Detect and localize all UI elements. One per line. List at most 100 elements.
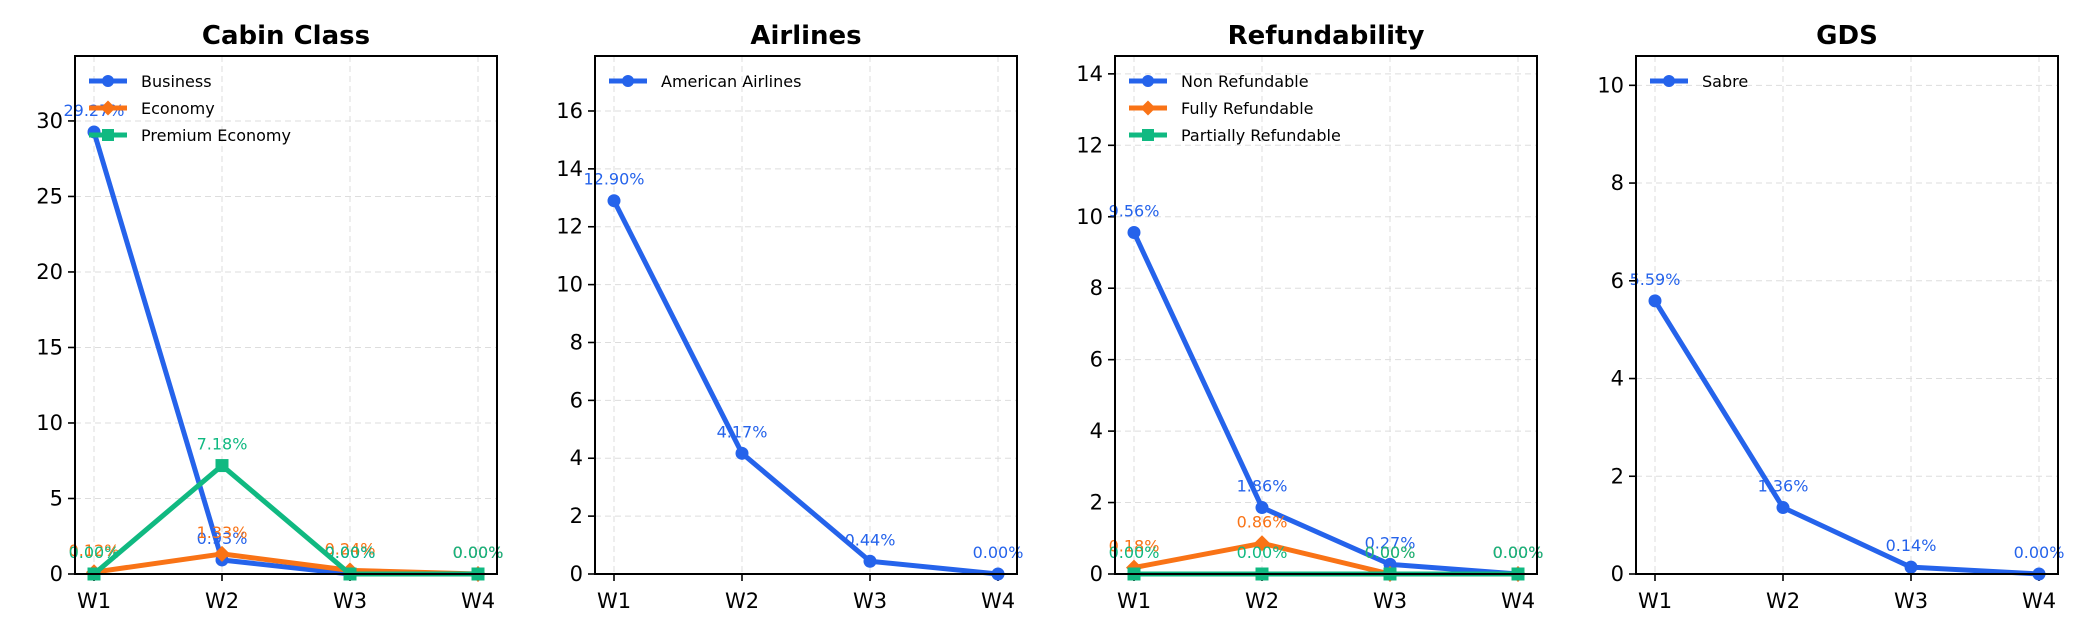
legend: Business Economy Premium Economy: [89, 72, 291, 145]
series-line: [1131, 229, 1521, 577]
y-tick-label: 25: [36, 184, 63, 208]
y-tick-label: 6: [1611, 269, 1624, 293]
series-line: [91, 463, 481, 577]
chart-panel-4: 0 2 4 6 8 10 W1 W2 W3 W4 GDS 5.59% 1.36% 0.14% 0.00% Sa…: [1597, 21, 2064, 613]
data-label: 7.18%: [197, 435, 248, 454]
legend-marker: [1663, 75, 1675, 87]
data-label: 9.56%: [1109, 201, 1160, 220]
series-1: 5.59% 1.36% 0.14% 0.00%: [1630, 270, 2065, 581]
y-tick-label: 30: [36, 109, 63, 133]
data-label: 0.86%: [1237, 512, 1288, 531]
data-label: 0.00%: [1237, 543, 1288, 562]
data-label: 0.00%: [453, 543, 504, 562]
y-tick-label: 12: [556, 215, 583, 239]
data-label: 0.00%: [453, 543, 504, 562]
data-label: 12.90%: [583, 170, 644, 189]
series-1: 9.56%1.86%0.27%0.00%: [1109, 201, 1544, 581]
legend-marker: [100, 100, 116, 116]
series-line: [611, 198, 1001, 577]
y-tick-label: 10: [1597, 73, 1624, 97]
data-label: 0.00%: [2014, 543, 2065, 562]
data-point: [1904, 560, 1918, 574]
chart-title: GDS: [1816, 21, 1878, 51]
data-label: 1.33%: [197, 523, 248, 542]
y-tick-label: 4: [1611, 367, 1624, 391]
legend: Sabre: [1650, 72, 1748, 91]
legend-label: Fully Refundable: [1181, 99, 1313, 118]
plot-frame: [1114, 55, 1538, 575]
legend-marker: [1140, 100, 1156, 116]
x-tick-label: W4: [461, 589, 495, 613]
x-tick-label: W4: [981, 589, 1015, 613]
legend-marker: [622, 75, 634, 87]
x-tick-label: W2: [205, 589, 239, 613]
x-tick-label: W3: [1894, 589, 1928, 613]
data-point: [214, 545, 230, 562]
data-point: [735, 446, 749, 460]
data-label: 0.00%: [1365, 543, 1416, 562]
data-label: 5.59%: [1630, 270, 1681, 289]
x-tick-label: W3: [853, 589, 887, 613]
y-tick-label: 0: [50, 562, 63, 586]
data-label: 0.00%: [1493, 543, 1544, 562]
x-tick-label: W2: [1245, 589, 1279, 613]
legend-label: Partially Refundable: [1181, 126, 1341, 145]
data-point: [1776, 501, 1790, 515]
data-label: 0.00%: [1365, 543, 1416, 562]
x-tick-label: W1: [1117, 589, 1151, 613]
data-label: 0.27%: [1365, 533, 1416, 552]
series-1: 29.27%0.93%0.00%0.00%: [63, 101, 503, 581]
y-tick-label: 2: [1090, 491, 1103, 515]
y-tick-label: 10: [1076, 205, 1103, 229]
y-tick-label: 14: [1076, 62, 1103, 86]
plot-frame: [74, 55, 498, 575]
data-label: 0.24%: [325, 539, 376, 558]
data-label: 0.00%: [325, 543, 376, 562]
y-tick-label: 2: [1611, 464, 1624, 488]
legend-label: Premium Economy: [141, 126, 291, 145]
y-tick-label: 8: [1611, 171, 1624, 195]
y-tick-label: 8: [570, 330, 583, 354]
data-label: 1.86%: [1237, 477, 1288, 496]
data-label: 0.00%: [1493, 543, 1544, 562]
legend: Non Refundable Fully Refundable Partially …: [1129, 72, 1341, 145]
x-tick-label: W1: [1638, 589, 1672, 613]
legend-marker: [102, 75, 114, 87]
x-tick-label: W3: [333, 589, 367, 613]
chart-title: Airlines: [750, 21, 861, 51]
y-tick-label: 0: [1611, 562, 1624, 586]
plot-frame: [594, 55, 1018, 575]
y-tick-label: 4: [570, 446, 583, 470]
data-label: 0.18%: [1109, 537, 1160, 556]
x-tick-label: W1: [597, 589, 631, 613]
data-label: 0.00%: [973, 543, 1024, 562]
data-point: [215, 459, 229, 473]
data-point: [863, 554, 877, 568]
y-tick-label: 15: [36, 335, 63, 359]
legend-label: Sabre: [1702, 72, 1748, 91]
data-label: 0.00%: [453, 543, 504, 562]
chart-title: Refundability: [1228, 21, 1425, 51]
y-tick-label: 4: [1090, 419, 1103, 443]
data-point: [1254, 535, 1270, 552]
data-label: 0.00%: [1493, 543, 1544, 562]
data-point: [1127, 225, 1141, 239]
data-label: 0.12%: [69, 541, 120, 560]
x-tick-label: W4: [2022, 589, 2056, 613]
legend-marker: [1142, 75, 1154, 87]
y-tick-label: 2: [570, 504, 583, 528]
y-tick-label: 6: [570, 388, 583, 412]
y-tick-label: 0: [1090, 562, 1103, 586]
x-tick-label: W4: [1501, 589, 1535, 613]
y-tick-label: 20: [36, 260, 63, 284]
y-tick-label: 5: [50, 486, 63, 510]
y-tick-label: 8: [1090, 276, 1103, 300]
series-1: 12.90% 4.17% 0.44% 0.00%: [583, 170, 1023, 581]
y-tick-label: 0: [570, 562, 583, 586]
x-tick-label: W1: [77, 589, 111, 613]
data-point: [1255, 501, 1269, 515]
legend-label: American Airlines: [661, 72, 801, 91]
